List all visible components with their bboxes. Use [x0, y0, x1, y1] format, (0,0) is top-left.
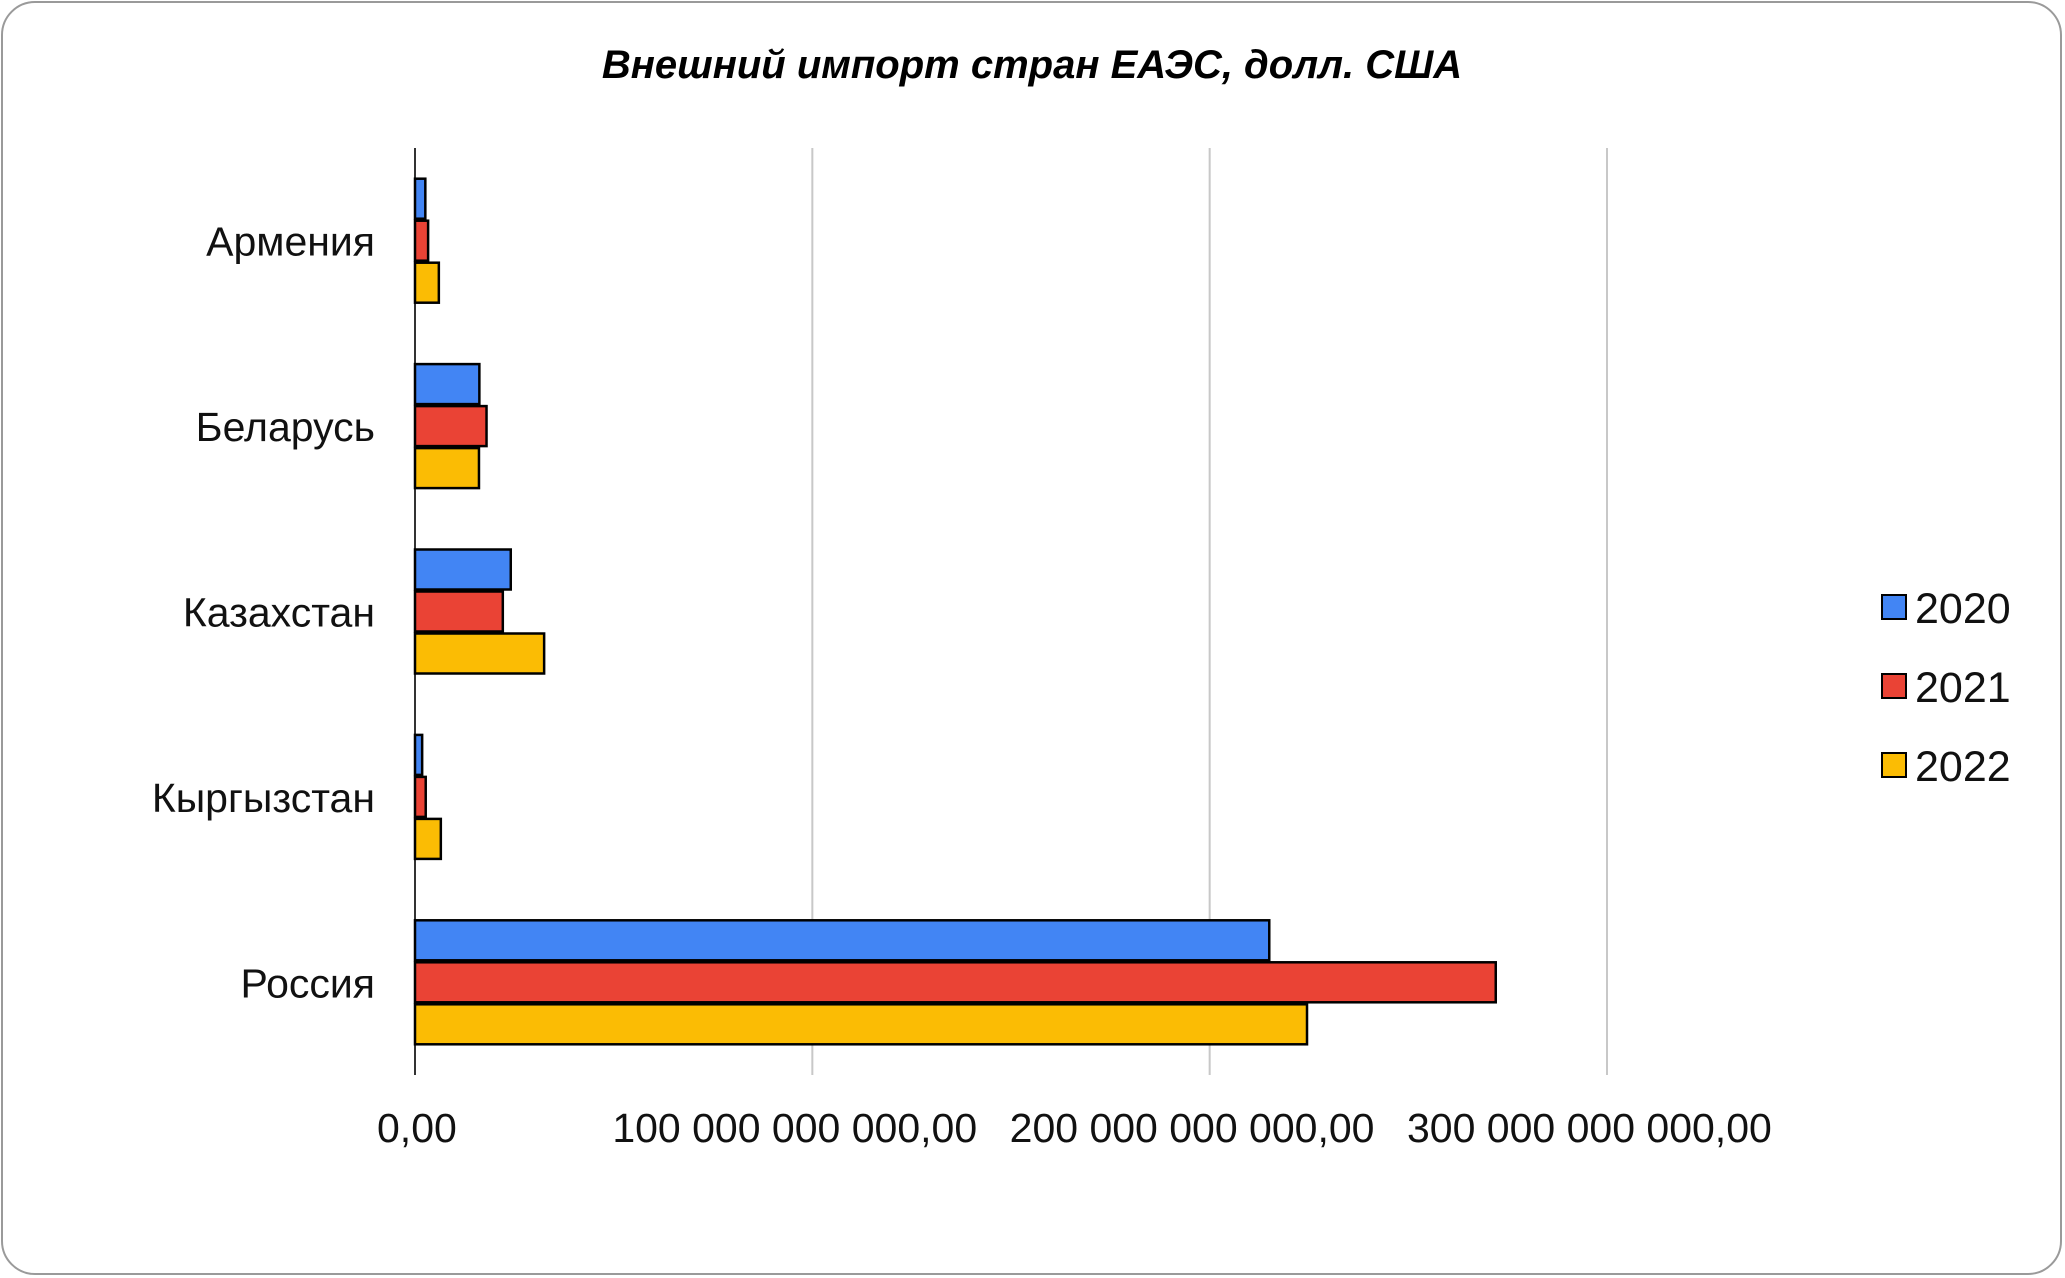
x-tick-label-2: 200 000 000 000,00 — [1010, 1105, 1375, 1151]
x-tick-label-3: 300 000 000 000,00 — [1407, 1105, 1772, 1151]
bar-2021-1 — [413, 404, 488, 448]
bar-2020-1 — [413, 362, 481, 406]
x-tick-label-0: 0,00 — [377, 1105, 457, 1151]
category-label-2: Казахстан — [183, 590, 375, 636]
bar-2021-2 — [413, 590, 505, 633]
bars — [413, 177, 1497, 1046]
bar-2020-4 — [413, 919, 1271, 962]
bar-2022-3 — [413, 817, 443, 861]
bar-2021-3 — [413, 775, 427, 819]
x-tick-labels: 0,00 100 000 000 000,00 200 000 000 000,00… — [377, 1105, 1772, 1151]
bar-2022-0 — [413, 261, 441, 304]
x-tick-label-1: 100 000 000 000,00 — [612, 1105, 977, 1151]
legend-swatch-2020 — [1881, 594, 1907, 620]
bar-2021-0 — [413, 219, 430, 262]
category-labels: Армения Беларусь Казахстан Кыргызстан Россия — [152, 219, 375, 1007]
bar-2022-1 — [413, 446, 481, 490]
bar-2020-3 — [413, 733, 424, 777]
category-label-0: Армения — [206, 219, 375, 265]
legend-swatch-2021 — [1881, 673, 1907, 699]
bar-2020-0 — [413, 177, 427, 220]
bar-2020-2 — [413, 548, 513, 591]
bar-2021-4 — [413, 961, 1497, 1004]
legend: 2020 2021 2022 — [1881, 585, 2011, 791]
bar-2022-2 — [413, 632, 546, 675]
legend-label-2021: 2021 — [1915, 664, 2011, 712]
category-label-4: Россия — [241, 960, 375, 1006]
legend-label-2022: 2022 — [1915, 743, 2011, 791]
legend-swatch-2022 — [1881, 752, 1907, 778]
legend-label-2020: 2020 — [1915, 585, 2011, 633]
category-label-3: Кыргызстан — [152, 775, 375, 821]
category-label-1: Беларусь — [196, 404, 375, 450]
bar-2022-4 — [413, 1003, 1309, 1046]
chart-title: Внешний импорт стран ЕАЭС, долл. США — [602, 43, 1462, 87]
